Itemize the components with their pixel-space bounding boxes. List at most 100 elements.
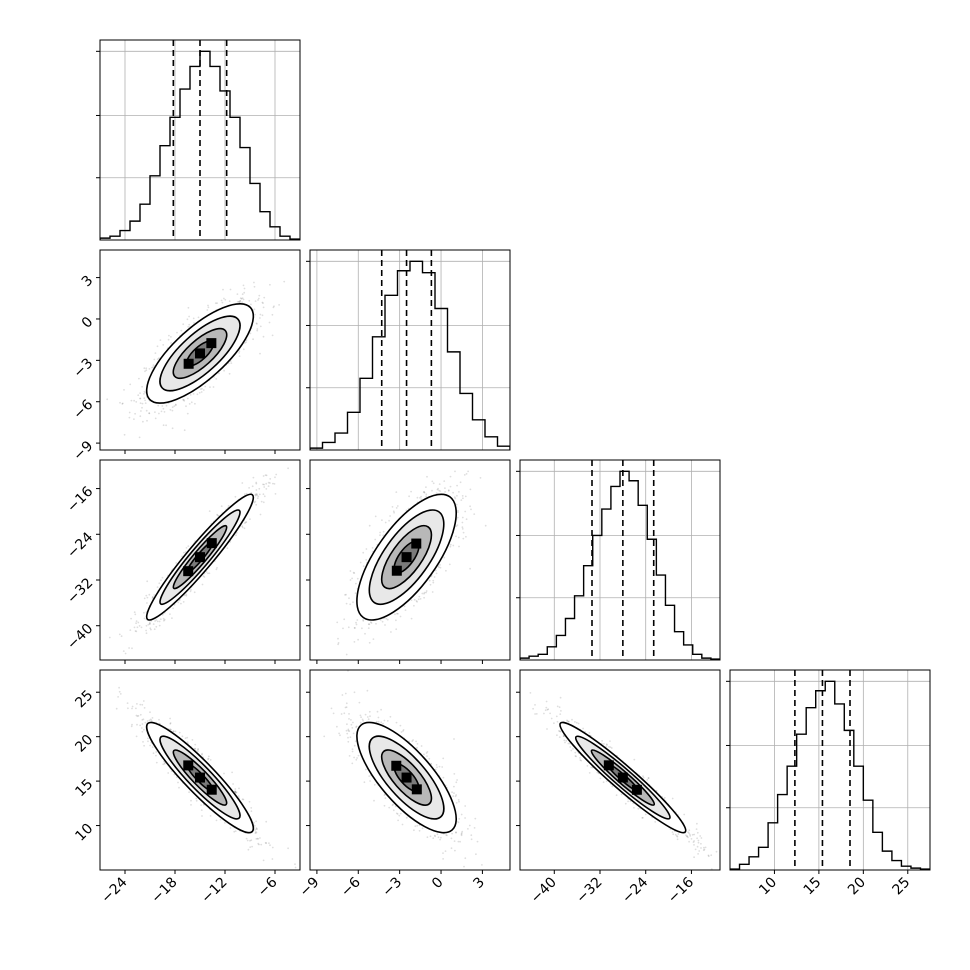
sample-point — [133, 399, 136, 402]
sample-point — [146, 596, 149, 599]
sample-point — [255, 489, 258, 491]
sample-point — [172, 730, 175, 733]
sample-point — [357, 638, 359, 641]
sample-point — [390, 631, 392, 633]
sample-point — [183, 399, 186, 402]
sample-point — [235, 532, 238, 534]
sample-point — [429, 583, 432, 586]
sample-point — [245, 339, 248, 342]
sample-point — [192, 393, 195, 395]
density-block — [401, 552, 412, 563]
sample-point — [356, 619, 359, 621]
sample-point — [131, 723, 133, 726]
sample-point — [261, 301, 264, 304]
sample-point — [436, 488, 439, 491]
sample-point — [422, 491, 425, 493]
sample-point — [287, 467, 289, 470]
sample-point — [214, 302, 217, 305]
sample-point — [263, 296, 266, 299]
sample-point — [162, 424, 165, 427]
sample-point — [408, 495, 410, 498]
sample-point — [129, 629, 132, 631]
sample-point — [462, 537, 465, 540]
histogram-2 — [520, 470, 720, 660]
sample-point — [183, 551, 185, 554]
sample-point — [141, 730, 144, 733]
sample-point — [423, 591, 426, 594]
sample-point — [256, 323, 258, 325]
sample-point — [337, 643, 339, 646]
sample-point — [443, 480, 446, 482]
sample-point — [273, 483, 276, 485]
sample-point — [145, 369, 148, 372]
sample-point — [342, 627, 344, 630]
y-tick-label: 3 — [79, 273, 97, 291]
sample-point — [120, 635, 123, 638]
sample-point — [171, 617, 173, 619]
sample-point — [148, 412, 151, 414]
panel-content — [336, 470, 487, 656]
panel-frame — [519, 459, 721, 661]
sample-point — [190, 589, 192, 591]
sample-point — [259, 513, 262, 516]
sample-point — [189, 394, 192, 396]
sample-point — [146, 580, 149, 583]
sample-point — [106, 398, 109, 401]
sample-point — [258, 294, 261, 297]
sample-point — [241, 482, 244, 484]
sample-point — [182, 601, 185, 603]
sample-point — [240, 297, 243, 300]
sample-point — [255, 482, 258, 485]
sample-point — [185, 594, 188, 597]
sample-point — [133, 418, 135, 420]
sample-point — [256, 329, 259, 332]
panel-content — [310, 250, 510, 450]
panel-2-0: −40−32−24−16 — [64, 459, 301, 664]
sample-point — [461, 528, 464, 530]
sample-point — [255, 827, 258, 829]
sample-point — [187, 326, 190, 328]
sample-point — [465, 473, 468, 475]
sample-point — [163, 619, 165, 622]
sample-point — [258, 487, 261, 490]
sample-point — [253, 501, 256, 504]
panel-frame — [99, 459, 301, 661]
sample-point — [444, 487, 446, 489]
sample-point — [244, 342, 246, 344]
sample-point — [234, 788, 237, 790]
sample-point — [464, 495, 467, 498]
sample-point — [463, 474, 466, 476]
sample-point — [143, 390, 146, 393]
sample-point — [216, 302, 219, 304]
sample-point — [143, 744, 146, 747]
sample-point — [265, 488, 268, 490]
sample-point — [234, 790, 236, 793]
sample-point — [121, 402, 124, 405]
sample-point — [250, 492, 253, 494]
sample-point — [467, 470, 469, 473]
sample-point — [384, 521, 387, 524]
sample-point — [170, 336, 172, 338]
sample-point — [470, 508, 472, 511]
sample-point — [253, 308, 256, 311]
sample-point — [438, 483, 441, 485]
sample-point — [146, 602, 148, 604]
sample-point — [425, 591, 427, 594]
sample-point — [382, 534, 385, 537]
sample-point — [257, 842, 260, 845]
sample-point — [149, 627, 152, 630]
sample-point — [207, 757, 210, 760]
sample-point — [250, 303, 252, 306]
sample-point — [384, 624, 386, 626]
density-block — [195, 552, 205, 563]
sample-point — [215, 378, 218, 380]
sample-point — [176, 331, 178, 334]
sample-point — [208, 572, 211, 575]
sample-point — [396, 505, 399, 507]
sample-point — [410, 617, 413, 620]
sample-point — [146, 419, 148, 422]
sample-point — [254, 313, 256, 316]
sample-point — [226, 547, 229, 550]
sample-point — [142, 420, 144, 423]
sample-point — [139, 397, 142, 400]
